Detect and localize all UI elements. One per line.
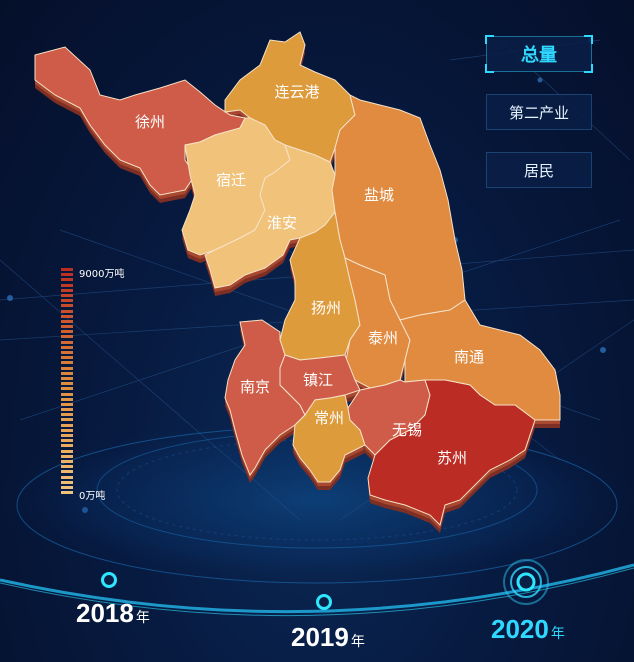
year-2019-value: 2019 xyxy=(291,622,349,652)
legend-segment xyxy=(61,428,73,432)
legend-segment xyxy=(61,444,73,448)
legend-max-label: 9000万吨 xyxy=(79,269,125,280)
legend-segment xyxy=(61,319,73,323)
year-2020-value: 2020 xyxy=(491,614,549,644)
region-city-10[interactable] xyxy=(292,394,366,483)
corner-decor xyxy=(485,64,494,73)
legend-segment xyxy=(61,392,73,396)
legend-segment xyxy=(61,293,73,297)
legend-segment xyxy=(61,361,73,365)
region-label: 淮安 xyxy=(267,214,297,232)
total-button-label: 总量 xyxy=(521,45,557,66)
region-label: 南京 xyxy=(240,378,270,396)
legend-min-label: 0万吨 xyxy=(79,491,106,502)
legend-segment xyxy=(61,439,73,443)
legend-segment xyxy=(61,397,73,401)
legend-segment xyxy=(61,335,73,339)
year-unit: 年 xyxy=(350,633,365,649)
legend-segment xyxy=(61,356,73,360)
legend-segment xyxy=(61,351,73,354)
legend-segment xyxy=(61,423,73,427)
region-label: 镇江 xyxy=(303,371,333,389)
year-2018-value: 2018 xyxy=(76,598,134,628)
legend-segment xyxy=(61,314,73,318)
legend-segment xyxy=(61,470,73,474)
residents-button[interactable]: 居民 xyxy=(486,152,592,188)
legend-segment xyxy=(61,413,73,417)
legend-segment xyxy=(61,330,73,334)
legend-segment xyxy=(61,345,73,349)
legend-segment xyxy=(61,459,73,463)
legend-segment xyxy=(61,491,73,495)
legend-segment xyxy=(61,408,73,412)
legend-segment xyxy=(61,434,73,437)
legend-segment xyxy=(61,278,73,282)
timeline-node-2019[interactable] xyxy=(316,594,332,610)
legend-segment xyxy=(61,376,73,380)
region-city-8[interactable] xyxy=(224,319,306,477)
legend-segment xyxy=(61,288,73,292)
corner-decor xyxy=(584,35,593,44)
residents-label: 居民 xyxy=(523,161,554,180)
region-label: 苏州 xyxy=(437,449,467,467)
region-label: 盐城 xyxy=(364,186,394,204)
region-label: 连云港 xyxy=(274,83,319,101)
region-label: 无锡 xyxy=(392,421,422,439)
legend-segment xyxy=(61,309,73,313)
timeline-node-2018[interactable] xyxy=(101,572,117,588)
year-2018[interactable]: 2018 年 xyxy=(76,598,150,629)
legend-segment xyxy=(61,449,73,453)
year-2020[interactable]: 2020 年 xyxy=(491,614,565,645)
legend-segment xyxy=(61,283,73,287)
region-label: 扬州 xyxy=(311,299,341,317)
legend-segment xyxy=(61,418,73,422)
legend-segment xyxy=(61,371,73,375)
legend-segment xyxy=(61,340,73,344)
legend-segment xyxy=(61,268,73,271)
legend-segment xyxy=(61,273,73,277)
region-label: 常州 xyxy=(314,409,344,427)
legend-segment xyxy=(61,485,73,489)
legend-segment xyxy=(61,387,73,391)
legend-segment xyxy=(61,475,73,479)
corner-decor xyxy=(485,35,494,44)
region-city-5[interactable] xyxy=(279,210,361,361)
legend-segment xyxy=(61,454,73,458)
region-label: 徐州 xyxy=(135,113,165,131)
legend-segment xyxy=(61,465,73,469)
legend-segment xyxy=(61,325,73,329)
region-label: 泰州 xyxy=(368,329,398,347)
year-2019[interactable]: 2019 年 xyxy=(291,622,365,653)
legend-segment xyxy=(61,382,73,386)
region-label: 宿迁 xyxy=(216,171,246,189)
legend-segment xyxy=(61,366,73,370)
year-unit: 年 xyxy=(550,625,565,641)
corner-decor xyxy=(584,64,593,73)
total-button[interactable]: 总量 xyxy=(485,35,593,73)
secondary-industry-button[interactable]: 第二产业 xyxy=(486,94,592,130)
legend-segment xyxy=(61,480,73,484)
color-scale-legend xyxy=(61,268,73,498)
legend-segment xyxy=(61,402,73,406)
secondary-industry-label: 第二产业 xyxy=(508,103,569,122)
legend-segment xyxy=(61,299,73,303)
year-unit: 年 xyxy=(135,609,150,625)
legend-segment xyxy=(61,304,73,308)
region-city-12[interactable] xyxy=(367,379,536,526)
region-label: 南通 xyxy=(454,348,484,366)
region-city-3[interactable] xyxy=(204,144,336,289)
